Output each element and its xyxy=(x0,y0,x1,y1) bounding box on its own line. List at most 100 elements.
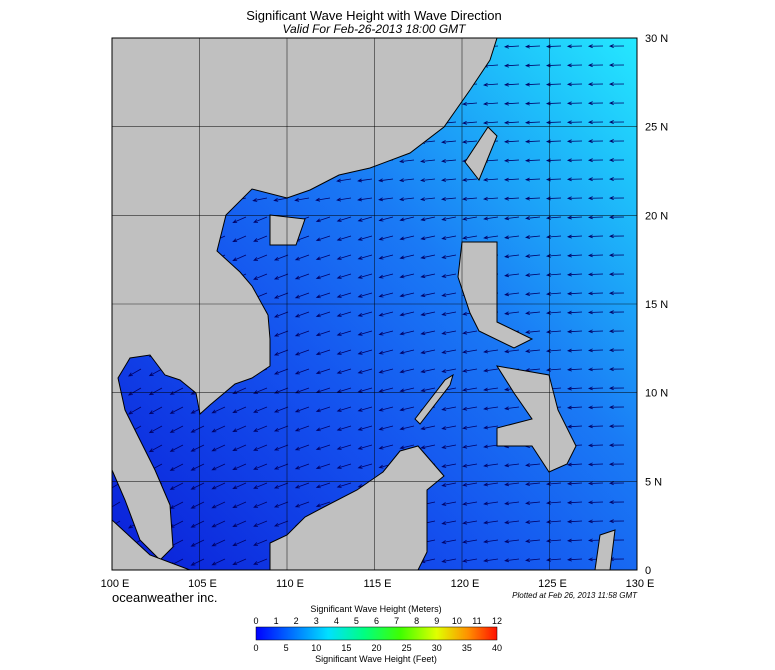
wave-arrow xyxy=(169,387,184,395)
meter-tick-label: 9 xyxy=(434,616,439,626)
wave-arrow xyxy=(294,273,310,280)
wave-arrow xyxy=(441,558,457,563)
hainan xyxy=(269,214,306,246)
wave-arrow xyxy=(441,444,457,449)
wave-arrow xyxy=(336,178,352,183)
wave-arrow xyxy=(211,539,226,547)
wave-arrow xyxy=(462,330,478,335)
wave-arrow xyxy=(566,500,583,505)
lat-label: 25 N xyxy=(645,122,668,134)
wave-arrow xyxy=(378,406,394,412)
wave-arrow xyxy=(566,367,583,372)
wave-arrow xyxy=(441,159,457,163)
wave-arrow xyxy=(608,481,625,486)
wave-arrow xyxy=(504,311,520,316)
wave-arrow xyxy=(399,349,415,355)
wave-arrow xyxy=(169,425,184,433)
feet-tick-label: 0 xyxy=(253,643,258,653)
wave-arrow xyxy=(232,539,247,546)
wave-arrow xyxy=(587,481,604,486)
wave-arrow xyxy=(357,349,373,355)
wave-arrow xyxy=(273,444,289,451)
lat-label: 15 N xyxy=(645,299,668,311)
wave-arrow xyxy=(566,120,583,125)
wave-arrow xyxy=(504,349,520,354)
wave-arrow xyxy=(587,405,604,410)
wave-arrow xyxy=(566,329,583,334)
feet-tick-label: 35 xyxy=(462,643,472,653)
wave-arrow xyxy=(608,405,625,410)
wave-arrow xyxy=(566,424,583,429)
wave-arrow xyxy=(504,216,520,221)
wave-arrow xyxy=(315,292,331,299)
wave-arrow xyxy=(441,425,457,430)
wave-arrow xyxy=(462,520,478,525)
wave-arrow xyxy=(483,425,499,430)
wave-arrow xyxy=(608,329,625,334)
wave-arrow xyxy=(525,330,541,334)
wave-arrow xyxy=(357,235,373,241)
wave-arrow xyxy=(315,349,331,356)
wave-arrow xyxy=(462,177,478,182)
wave-arrow xyxy=(587,82,604,87)
wave-arrow xyxy=(566,405,583,410)
wave-arrow xyxy=(504,406,520,411)
lon-label: 110 E xyxy=(276,578,304,590)
wave-arrow xyxy=(566,63,583,68)
wave-arrow xyxy=(504,235,520,240)
wave-arrow xyxy=(378,425,394,431)
wave-arrow xyxy=(566,348,583,353)
meter-tick-label: 7 xyxy=(394,616,399,626)
wave-arrow xyxy=(462,101,478,106)
wave-arrow xyxy=(315,273,331,280)
wave-arrow xyxy=(169,406,184,414)
wave-arrow xyxy=(441,178,457,182)
wave-arrow xyxy=(399,159,415,164)
wave-arrow xyxy=(399,444,415,450)
wave-arrow xyxy=(441,501,457,506)
wave-arrow xyxy=(273,273,289,280)
wave-arrow xyxy=(336,368,352,374)
wave-arrow xyxy=(232,482,247,489)
wave-arrow xyxy=(462,406,478,411)
wave-arrow xyxy=(211,406,226,414)
wave-arrow xyxy=(504,539,520,544)
wave-arrow xyxy=(587,329,604,334)
wave-arrow xyxy=(587,234,604,239)
wave-arrow xyxy=(462,482,478,487)
wave-arrow xyxy=(253,444,268,451)
wave-arrow xyxy=(378,273,394,279)
wave-arrow xyxy=(357,368,373,374)
wave-arrow xyxy=(504,44,520,49)
wave-arrow xyxy=(504,273,520,278)
map-area xyxy=(112,38,637,570)
wave-arrow xyxy=(315,444,331,451)
wave-arrow xyxy=(462,444,478,449)
meter-tick-label: 2 xyxy=(294,616,299,626)
wave-arrow xyxy=(336,292,352,298)
wave-arrow xyxy=(608,386,625,391)
wave-arrow xyxy=(294,254,310,261)
wave-arrow xyxy=(378,349,394,355)
lon-labels: 100 E 105 E 110 E 115 E 120 E 125 E 130 E xyxy=(101,578,655,590)
wave-arrow xyxy=(441,368,457,373)
mainland xyxy=(112,38,498,561)
meter-tick-label: 8 xyxy=(414,616,419,626)
wave-arrow xyxy=(483,177,499,182)
wave-arrow xyxy=(378,178,394,183)
wave-arrow xyxy=(462,539,478,544)
wave-arrow xyxy=(232,216,247,223)
wave-arrow xyxy=(483,406,499,411)
wave-arrow xyxy=(357,444,373,450)
wave-arrow xyxy=(587,177,604,182)
wave-arrow xyxy=(190,520,205,528)
wave-arrow xyxy=(525,539,541,543)
wave-arrow xyxy=(273,330,289,337)
wave-arrow xyxy=(232,444,247,451)
wave-arrow xyxy=(294,425,310,432)
wave-arrow xyxy=(524,177,541,182)
wave-arrow xyxy=(273,501,289,508)
wave-arrow xyxy=(273,425,289,432)
meter-tick-label: 4 xyxy=(334,616,339,626)
wave-arrow xyxy=(148,368,163,377)
